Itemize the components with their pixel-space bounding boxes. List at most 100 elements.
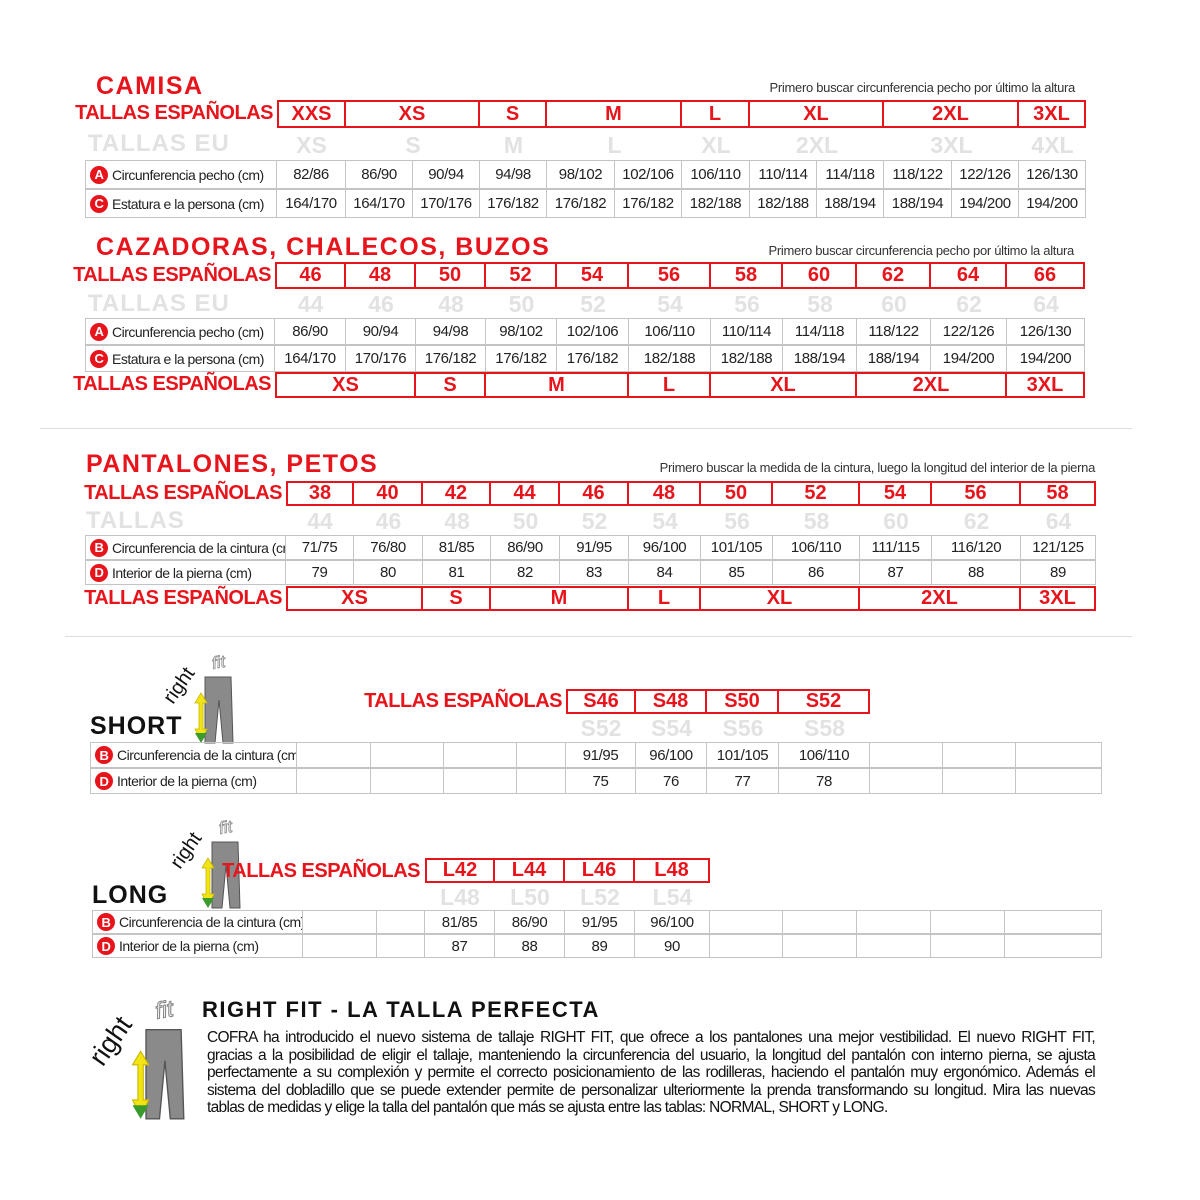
measure-value: 89 (564, 934, 635, 958)
es-size: 40 (354, 481, 423, 506)
logo-right-text: right (165, 663, 200, 708)
measure-value: 182/188 (710, 345, 783, 372)
measure-value: 84 (628, 560, 701, 585)
es-letter-size: 2XL (860, 586, 1021, 611)
es-size: XXS (277, 100, 346, 128)
badge-c-icon: C (90, 349, 108, 368)
measure-value: 176/182 (556, 345, 629, 372)
es-size: 50 (701, 481, 773, 506)
empty-cell (296, 768, 371, 794)
measure-value: 83 (559, 560, 629, 585)
es-size: 52 (773, 481, 860, 506)
es-size: XS (346, 100, 480, 128)
eu-size: XS (296, 131, 327, 158)
measure-value: 71/75 (285, 535, 354, 560)
measure-value: 106/110 (772, 535, 860, 560)
eu-size: L (607, 131, 622, 158)
empty-cell (443, 768, 517, 794)
measure-value: 90 (634, 934, 710, 958)
eu-sizes-label: TALLAS (86, 507, 185, 534)
measure-value: 86 (772, 560, 860, 585)
measure-value: 79 (285, 560, 354, 585)
empty-cell (856, 934, 931, 958)
measure-value: 170/176 (345, 345, 416, 372)
measure-value: 170/176 (412, 189, 480, 218)
measure-value: 94/98 (479, 160, 547, 189)
eu-size: 60 (883, 508, 909, 534)
short-title: SHORT (90, 712, 183, 740)
arrow-tip-icon (132, 1105, 149, 1119)
measure-value: 81/85 (424, 910, 495, 934)
eu-size: S52 (580, 715, 622, 741)
section-note: Primero buscar circunferencia pecho por … (768, 243, 1075, 258)
measure-value: 91/95 (564, 910, 635, 934)
measure-value: 176/182 (479, 189, 547, 218)
measure-value: 164/170 (274, 345, 346, 372)
eu-size: 60 (881, 291, 907, 317)
measure-value: 86/90 (494, 910, 565, 934)
measure-value: 182/188 (628, 345, 711, 372)
measure-value: 80 (353, 560, 423, 585)
empty-cell (443, 742, 517, 768)
eu-size: S54 (651, 715, 692, 741)
es-letter-size: 3XL (1007, 372, 1085, 398)
eu-size: L50 (510, 883, 550, 910)
measure-value: 86/90 (274, 318, 346, 345)
es-size: S (480, 100, 547, 128)
rightfit-logo-short: right fit (159, 651, 245, 745)
logo-right-text: right (172, 828, 207, 873)
rightfit-paragraph-line: gracias a la posibilidad de eligir el ta… (207, 1046, 1096, 1064)
badge-d-icon: D (95, 772, 113, 790)
es-sizes-label-bottom: TALLAS ESPAÑOLAS (73, 373, 271, 395)
eu-size: 56 (734, 291, 760, 317)
es-letter-size: S (423, 586, 491, 611)
measure-label-text: Circunferencia pecho (cm) (112, 323, 264, 340)
empty-cell (782, 910, 857, 934)
rightfit-paragraph-line: tablas de medidas y elige la talla del p… (207, 1099, 888, 1116)
measure-value: 176/182 (614, 189, 682, 218)
es-size: 64 (931, 262, 1007, 289)
empty-cell (376, 934, 425, 958)
measure-value: 194/200 (930, 345, 1007, 372)
eu-size: S58 (804, 715, 845, 741)
measure-value: 90/94 (345, 318, 416, 345)
rightfit-logo-long: right fit (166, 816, 252, 910)
measure-label-text: Interior de la pierna (cm) (117, 773, 257, 789)
logo-fit-text: fit (153, 1000, 177, 1024)
empty-cell (376, 910, 425, 934)
eu-size: 44 (307, 508, 333, 534)
measure-value: 89 (1020, 560, 1096, 585)
measure-label: C Estatura e la persona (cm) (85, 345, 275, 372)
measure-value: 86/90 (490, 535, 560, 560)
es-letter-size: XS (275, 372, 416, 398)
measure-label: D Interior de la pierna (cm) (90, 768, 297, 794)
es-size: 66 (1007, 262, 1085, 289)
measure-value: 126/130 (1006, 318, 1085, 345)
measure-value: 188/194 (856, 345, 931, 372)
measure-label: C Estatura e la persona (cm) (85, 189, 277, 218)
es-sizes-label: TALLAS ESPAÑOLAS (75, 102, 273, 124)
measure-value: 182/188 (749, 189, 817, 218)
badge-b-icon: B (95, 746, 113, 764)
rightfit-logo-graphic: right fit (159, 651, 234, 744)
es-letter-size: 3XL (1021, 586, 1096, 611)
measure-value: 188/194 (782, 345, 857, 372)
es-letter-size: XL (711, 372, 857, 398)
es-letter-size: XS (286, 586, 423, 611)
pants-icon (211, 841, 241, 909)
measure-value: 111/115 (859, 535, 932, 560)
measure-value: 188/194 (883, 189, 952, 218)
rightfit-paragraph-line: COFRA ha introducido el nuevo sistema de… (207, 1029, 1096, 1046)
measure-value: 106/110 (778, 742, 870, 768)
measure-value: 106/110 (628, 318, 711, 345)
empty-cell (370, 742, 444, 768)
measure-value: 77 (706, 768, 779, 794)
pants-icon (204, 676, 234, 744)
es-size: 2XL (884, 100, 1019, 128)
rightfit-title: RIGHT FIT - LA TALLA PERFECTA (202, 997, 600, 1022)
es-size: 56 (932, 481, 1021, 506)
measure-value: 86/90 (345, 160, 413, 189)
eu-size: 3XL (930, 131, 973, 158)
eu-size: 62 (963, 508, 990, 534)
measure-value: 82/86 (276, 160, 346, 189)
